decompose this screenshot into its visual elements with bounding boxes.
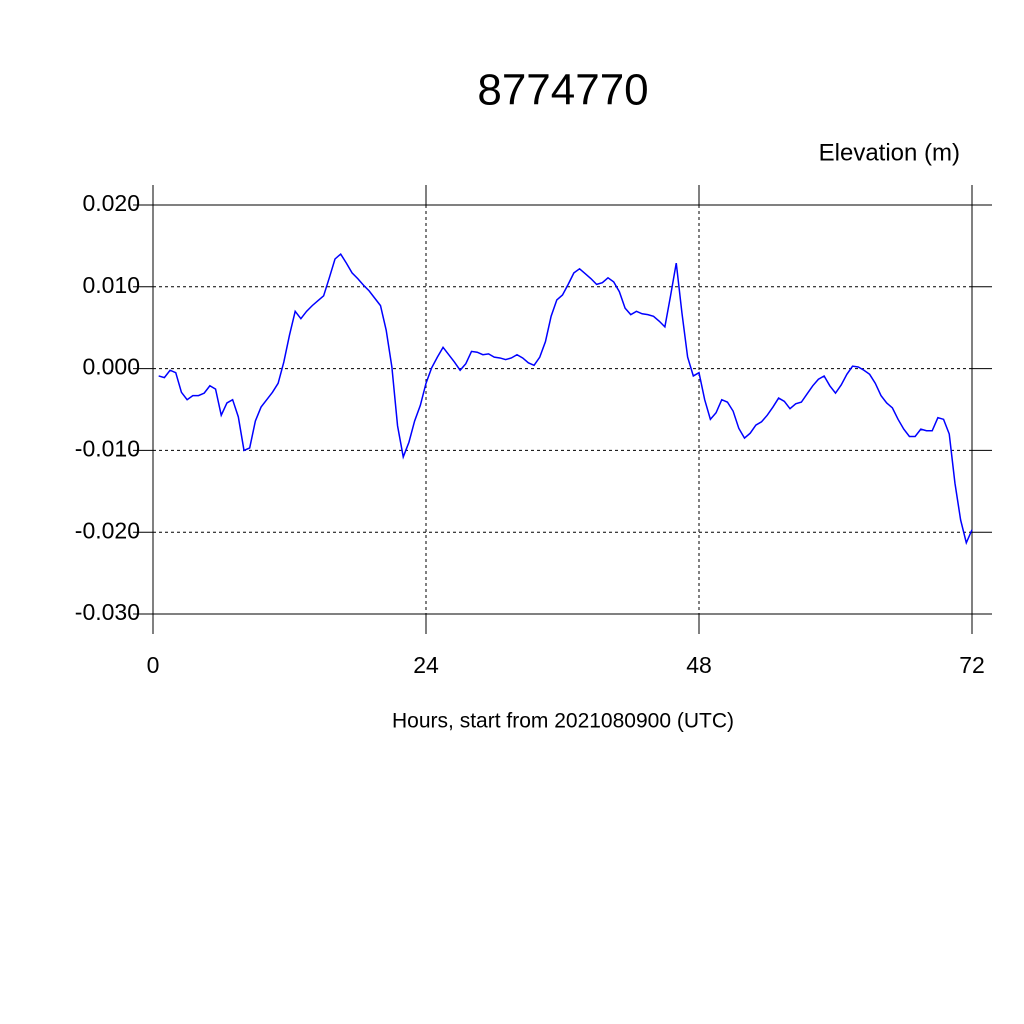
x-tick-label: 72 [959, 652, 985, 678]
y-tick-label: -0.010 [75, 435, 140, 461]
chart-title: 8774770 [477, 66, 648, 115]
x-tick-label: 24 [413, 652, 439, 678]
data-line [158, 252, 973, 546]
y-tick-label: -0.030 [75, 599, 140, 625]
plot-frame [152, 204, 973, 615]
x-tick-label: 48 [686, 652, 712, 678]
y-axis-label: Elevation (m) [819, 139, 960, 166]
y-tick-label: 0.010 [82, 272, 140, 298]
y-tick-label: 0.020 [82, 190, 140, 216]
y-tick-label: 0.000 [82, 354, 140, 380]
x-axis-label: Hours, start from 2021080900 (UTC) [392, 710, 734, 733]
y-tick-label: -0.020 [75, 517, 140, 543]
x-tick-label: 0 [147, 652, 160, 678]
